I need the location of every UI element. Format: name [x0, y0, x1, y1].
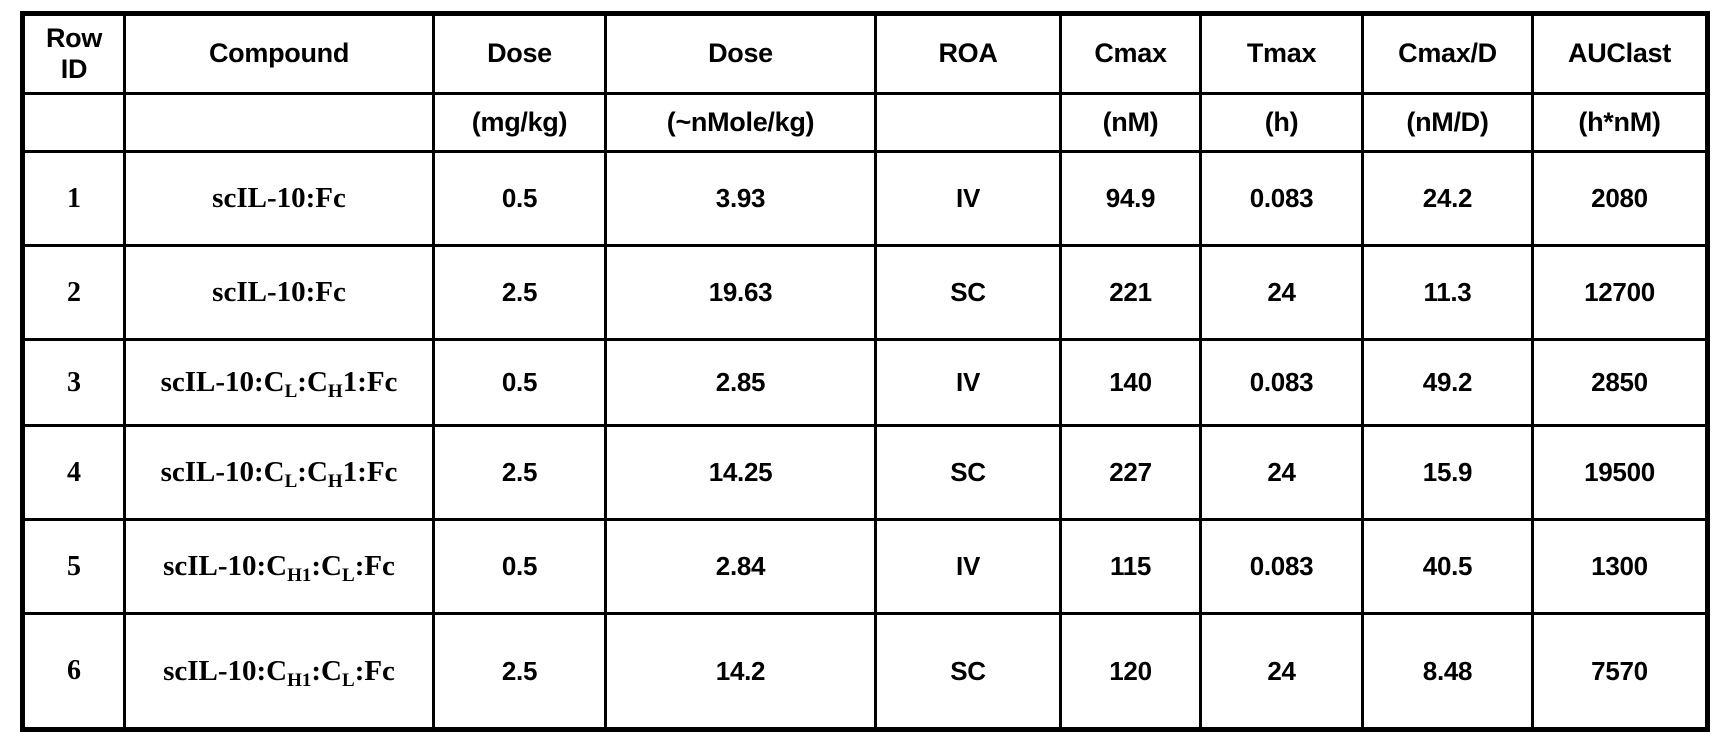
cell-dose-nmole: 14.2 — [604, 612, 877, 731]
cell-cmax: 140 — [1059, 338, 1202, 427]
table-row: 6 scIL-10:CH1:CL:Fc 2.5 14.2 SC 120 24 8.48 7570 — [21, 612, 1709, 731]
cell-roa: SC — [874, 612, 1062, 731]
cell-dose-mg: 0.5 — [432, 150, 607, 247]
cell-tmax: 0.083 — [1199, 338, 1364, 427]
column-header-dose-mg: Dose — [432, 12, 607, 95]
column-header-row-id: Row ID — [21, 12, 126, 95]
header-row-names: Row ID Compound Dose Dose ROA Cmax Tmax … — [21, 12, 1709, 95]
column-unit-dose-mg: (mg/kg) — [432, 92, 607, 153]
pk-table: Row ID Compound Dose Dose ROA Cmax Tmax … — [20, 11, 1710, 732]
header-row-units: (mg/kg) (~nMole/kg) (nM) (h) (nM/D) (h*n… — [21, 92, 1709, 153]
cell-auclast: 12700 — [1531, 244, 1709, 341]
cell-cmax: 227 — [1059, 424, 1202, 521]
cell-auclast: 19500 — [1531, 424, 1709, 521]
cell-tmax: 0.083 — [1199, 518, 1364, 615]
table-row: 1 scIL-10:Fc 0.5 3.93 IV 94.9 0.083 24.2 2080 — [21, 150, 1709, 247]
cell-tmax: 24 — [1199, 424, 1364, 521]
cell-dose-mg: 2.5 — [432, 424, 607, 521]
cell-cmax-d: 11.3 — [1361, 244, 1534, 341]
cell-dose-nmole: 19.63 — [604, 244, 877, 341]
cell-auclast: 2850 — [1531, 338, 1709, 427]
cell-cmax-d: 49.2 — [1361, 338, 1534, 427]
column-unit-row-id — [21, 92, 126, 153]
column-unit-cmax-d: (nM/D) — [1361, 92, 1534, 153]
column-header-roa: ROA — [874, 12, 1062, 95]
table-row: 4 scIL-10:CL:CH1:Fc 2.5 14.25 SC 227 24 15.9 195… — [21, 424, 1709, 521]
cell-cmax-d: 40.5 — [1361, 518, 1534, 615]
cell-cmax-d: 24.2 — [1361, 150, 1534, 247]
cell-roa: IV — [874, 338, 1062, 427]
column-header-tmax: Tmax — [1199, 12, 1364, 95]
cell-roa: IV — [874, 518, 1062, 615]
column-header-cmax: Cmax — [1059, 12, 1202, 95]
column-header-compound: Compound — [123, 12, 435, 95]
cell-dose-nmole: 14.25 — [604, 424, 877, 521]
cell-cmax: 221 — [1059, 244, 1202, 341]
cell-auclast: 2080 — [1531, 150, 1709, 247]
cell-tmax: 24 — [1199, 612, 1364, 731]
cell-tmax: 24 — [1199, 244, 1364, 341]
cell-row-id: 4 — [21, 424, 126, 521]
table-row: 2 scIL-10:Fc 2.5 19.63 SC 221 24 11.3 12700 — [21, 244, 1709, 341]
cell-cmax-d: 8.48 — [1361, 612, 1534, 731]
column-header-cmax-d: Cmax/D — [1361, 12, 1534, 95]
cell-dose-mg: 0.5 — [432, 518, 607, 615]
column-unit-compound — [123, 92, 435, 153]
cell-dose-mg: 2.5 — [432, 244, 607, 341]
cell-auclast: 1300 — [1531, 518, 1709, 615]
cell-dose-nmole: 3.93 — [604, 150, 877, 247]
column-unit-auclast: (h*nM) — [1531, 92, 1709, 153]
table-row: 5 scIL-10:CH1:CL:Fc 0.5 2.84 IV 115 0.083 40.5 1… — [21, 518, 1709, 615]
cell-compound: scIL-10:Fc — [123, 150, 435, 247]
cell-roa: SC — [874, 424, 1062, 521]
cell-dose-mg: 0.5 — [432, 338, 607, 427]
cell-row-id: 6 — [21, 612, 126, 731]
cell-auclast: 7570 — [1531, 612, 1709, 731]
table-header: Row ID Compound Dose Dose ROA Cmax Tmax … — [21, 12, 1709, 153]
cell-roa: IV — [874, 150, 1062, 247]
cell-row-id: 1 — [21, 150, 126, 247]
cell-dose-nmole: 2.85 — [604, 338, 877, 427]
column-unit-cmax: (nM) — [1059, 92, 1202, 153]
column-header-dose-nmole: Dose — [604, 12, 877, 95]
cell-compound: scIL-10:CL:CH1:Fc — [123, 424, 435, 521]
cell-compound: scIL-10:Fc — [123, 244, 435, 341]
cell-row-id: 5 — [21, 518, 126, 615]
column-unit-dose-nmole: (~nMole/kg) — [604, 92, 877, 153]
cell-cmax: 94.9 — [1059, 150, 1202, 247]
column-unit-roa — [874, 92, 1062, 153]
cell-tmax: 0.083 — [1199, 150, 1364, 247]
cell-compound: scIL-10:CH1:CL:Fc — [123, 518, 435, 615]
column-unit-tmax: (h) — [1199, 92, 1364, 153]
cell-cmax: 115 — [1059, 518, 1202, 615]
column-header-auclast: AUClast — [1531, 12, 1709, 95]
cell-row-id: 3 — [21, 338, 126, 427]
cell-cmax-d: 15.9 — [1361, 424, 1534, 521]
cell-cmax: 120 — [1059, 612, 1202, 731]
table-row: 3 scIL-10:CL:CH1:Fc 0.5 2.85 IV 140 0.083 49.2 2… — [21, 338, 1709, 427]
cell-row-id: 2 — [21, 244, 126, 341]
cell-dose-mg: 2.5 — [432, 612, 607, 731]
table-body: 1 scIL-10:Fc 0.5 3.93 IV 94.9 0.083 24.2 2080 2 sc… — [21, 150, 1709, 731]
cell-compound: scIL-10:CL:CH1:Fc — [123, 338, 435, 427]
cell-compound: scIL-10:CH1:CL:Fc — [123, 612, 435, 731]
cell-dose-nmole: 2.84 — [604, 518, 877, 615]
cell-roa: SC — [874, 244, 1062, 341]
